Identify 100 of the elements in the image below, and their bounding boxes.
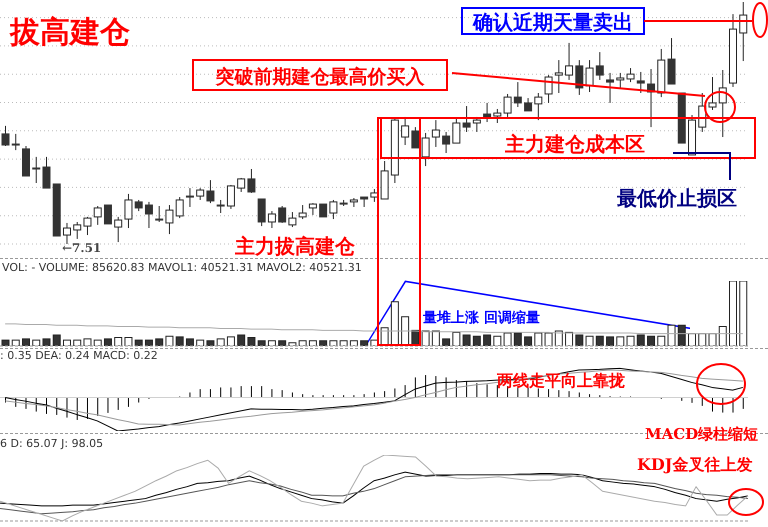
annotation: 主力拔高建仓 xyxy=(234,234,356,258)
candlestick xyxy=(144,201,153,229)
candlestick xyxy=(42,156,50,189)
candlestick xyxy=(452,117,460,144)
bar xyxy=(739,281,748,346)
bar xyxy=(462,334,471,346)
bar xyxy=(718,326,727,346)
bar xyxy=(83,338,92,346)
bar xyxy=(442,338,450,346)
candlestick xyxy=(708,76,717,110)
bar xyxy=(452,332,460,346)
candlestick xyxy=(422,132,430,167)
bar xyxy=(626,336,635,346)
bar xyxy=(729,281,738,346)
bar xyxy=(340,340,348,346)
candlestick xyxy=(432,120,440,148)
candlestick xyxy=(401,116,410,146)
annotation: KDJ金叉往上发 xyxy=(637,455,752,474)
bar xyxy=(12,340,20,346)
bar xyxy=(668,324,676,346)
candlestick xyxy=(247,168,256,194)
annotation: 确认近期天量卖出 xyxy=(472,10,633,34)
bar xyxy=(432,330,440,346)
bar xyxy=(62,340,71,346)
bar xyxy=(636,334,645,346)
candlestick xyxy=(616,72,624,88)
candlestick xyxy=(596,52,604,80)
candlestick xyxy=(288,212,296,228)
bar xyxy=(52,334,61,346)
candlestick xyxy=(575,60,584,96)
candlestick xyxy=(514,82,522,108)
candlestick xyxy=(268,210,276,229)
candlestick xyxy=(73,221,82,240)
bar xyxy=(708,333,717,346)
bar xyxy=(216,338,225,346)
candlestick xyxy=(606,72,614,104)
bar xyxy=(596,336,604,346)
candlestick xyxy=(586,60,594,93)
bar xyxy=(544,332,553,346)
bar xyxy=(565,332,574,346)
bar xyxy=(350,340,358,346)
candlestick xyxy=(534,92,542,121)
candlestick xyxy=(206,180,214,204)
bar xyxy=(329,340,338,346)
bar xyxy=(524,336,532,346)
bar xyxy=(472,336,481,346)
bar xyxy=(176,336,184,346)
bar xyxy=(657,336,666,346)
bar xyxy=(678,324,686,346)
chart-subtitle: VOL: - VOLUME: 85620.83 MAVOL1: 40521.31 MAVOL2: 40521.31 xyxy=(2,261,362,274)
candlestick xyxy=(319,204,328,218)
bar xyxy=(73,340,82,346)
bar xyxy=(144,340,153,346)
bar xyxy=(493,336,502,346)
candlestick xyxy=(124,193,132,229)
text: 拔高建仓 xyxy=(9,15,130,50)
candlestick xyxy=(462,106,471,132)
annotation: MACD绿柱缩短 xyxy=(645,425,758,443)
bar xyxy=(298,340,307,346)
bar xyxy=(114,337,122,346)
candlestick xyxy=(226,184,235,210)
bar xyxy=(237,334,246,346)
candlestick xyxy=(565,42,574,80)
bar xyxy=(278,340,286,346)
candlestick xyxy=(186,188,194,208)
bar xyxy=(155,338,164,346)
candlestick xyxy=(493,108,502,124)
bar xyxy=(514,332,522,346)
annotation: 主力建仓成本区 xyxy=(504,132,645,156)
candlestick xyxy=(360,196,368,208)
candlestick xyxy=(298,204,307,220)
chart-subtitle: 6 D: 65.07 J: 98.05 xyxy=(0,437,104,450)
candlestick xyxy=(2,125,10,146)
bar xyxy=(586,336,594,346)
bar xyxy=(606,336,614,346)
bar xyxy=(32,340,40,346)
bar xyxy=(422,330,430,346)
bar xyxy=(124,337,132,346)
bar xyxy=(390,301,399,346)
bar xyxy=(134,340,143,346)
candlestick xyxy=(216,199,225,214)
bar xyxy=(247,337,256,346)
candlestick xyxy=(308,202,317,216)
bar xyxy=(647,336,656,346)
bar xyxy=(258,340,266,346)
bar xyxy=(360,340,368,346)
candlestick xyxy=(626,68,635,83)
annotation: 突破前期建仓最高价买入 xyxy=(214,66,426,88)
bar xyxy=(42,338,50,346)
candlestick xyxy=(442,131,450,154)
candlestick xyxy=(62,222,71,244)
bar xyxy=(196,340,204,346)
candlestick xyxy=(134,199,143,212)
bar xyxy=(504,332,512,346)
bar xyxy=(94,340,102,346)
bar xyxy=(104,338,112,346)
candlestick xyxy=(278,206,286,224)
candlestick xyxy=(524,98,532,112)
candlestick xyxy=(504,93,512,118)
bar xyxy=(165,336,174,346)
